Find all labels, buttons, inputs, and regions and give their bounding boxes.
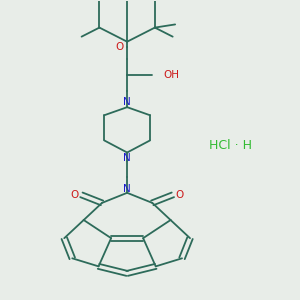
Text: O: O (176, 190, 184, 200)
Text: N: N (123, 184, 131, 194)
Text: N: N (123, 97, 131, 107)
Text: O: O (115, 42, 123, 52)
Text: OH: OH (164, 70, 180, 80)
Text: O: O (70, 190, 79, 200)
Text: N: N (123, 153, 131, 163)
Text: HCl · H: HCl · H (208, 139, 251, 152)
